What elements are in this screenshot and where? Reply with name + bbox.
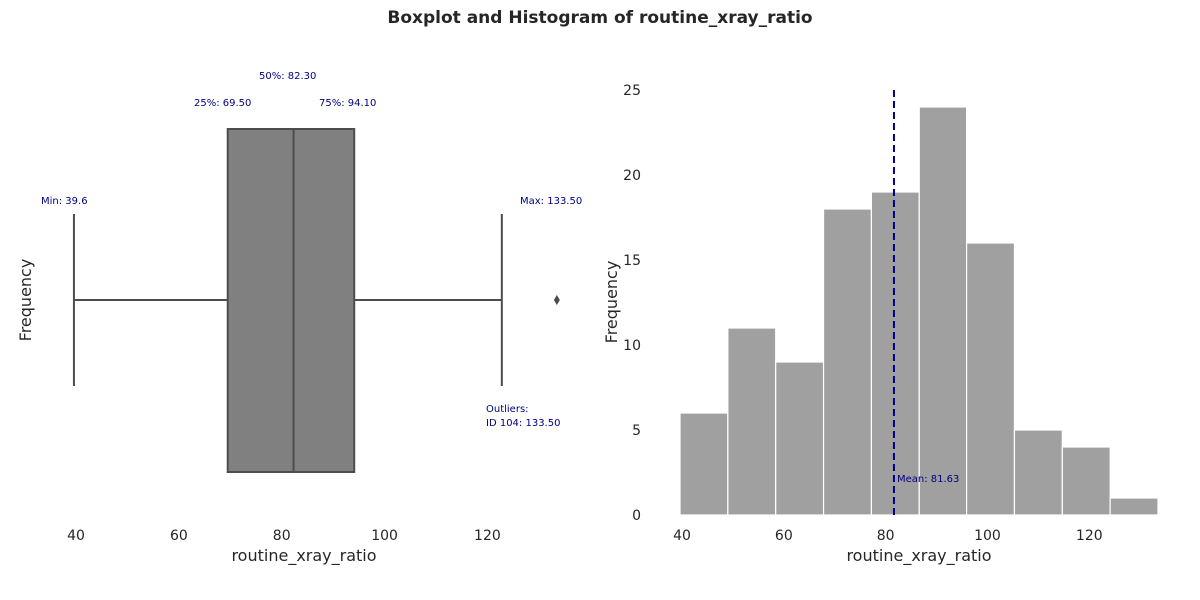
x-tick-label: 80 <box>877 528 895 544</box>
x-axis-label: routine_xray_ratio <box>846 546 991 566</box>
x-tick-label: 60 <box>170 528 188 544</box>
x-tick-label: 40 <box>67 528 85 544</box>
histogram-bar <box>775 361 825 516</box>
y-tick-label: 20 <box>623 168 641 184</box>
mean-annotation: Mean: 81.63 <box>897 474 959 485</box>
x-tick-label: 100 <box>371 528 398 544</box>
histogram-bar <box>822 208 873 516</box>
iqr-box <box>226 128 356 473</box>
y-tick-label: 5 <box>632 423 641 439</box>
histogram-bar <box>870 191 920 516</box>
outliers-list-annotation: ID 104: 133.50 <box>486 418 560 429</box>
x-tick-label: 60 <box>775 528 793 544</box>
boxplot-panel: 40 60 80 100 120 routine_xray_ratio Frequency M… <box>16 71 582 566</box>
histogram-bar <box>918 106 968 516</box>
y-tick-label: 0 <box>632 508 641 524</box>
min-annotation: Min: 39.6 <box>41 196 88 207</box>
x-tick-label: 120 <box>1076 528 1103 544</box>
histogram-bar <box>679 412 729 516</box>
x-tick-label: 80 <box>273 528 291 544</box>
histogram-panel: Mean: 81.63 40 60 80 100 120 0 5 10 15 20 25 routine… <box>602 83 1159 566</box>
median-annotation: 50%: 82.30 <box>259 71 316 82</box>
histogram-bar <box>1061 446 1111 516</box>
figure-title: Boxplot and Histogram of routine_xray_ra… <box>387 8 813 28</box>
max-annotation: Max: 133.50 <box>520 196 582 207</box>
q3-annotation: 75%: 94.10 <box>319 98 376 109</box>
x-axis-label: routine_xray_ratio <box>231 546 376 566</box>
histogram-bar <box>1013 429 1063 516</box>
y-tick-label: 10 <box>623 338 641 354</box>
x-tick-label: 40 <box>673 528 691 544</box>
y-tick-label: 25 <box>623 83 641 99</box>
q1-annotation: 25%: 69.50 <box>194 98 251 109</box>
y-tick-label: 15 <box>623 253 641 269</box>
histogram-bar <box>1109 497 1159 516</box>
histogram-bar <box>965 242 1016 516</box>
x-tick-label: 100 <box>974 528 1001 544</box>
outlier-point <box>553 295 560 305</box>
x-tick-label: 120 <box>474 528 501 544</box>
y-axis-label: Frequency <box>16 259 35 342</box>
y-axis-label: Frequency <box>602 261 621 344</box>
histogram-bar <box>727 327 777 516</box>
outliers-title-annotation: Outliers: <box>486 404 529 415</box>
